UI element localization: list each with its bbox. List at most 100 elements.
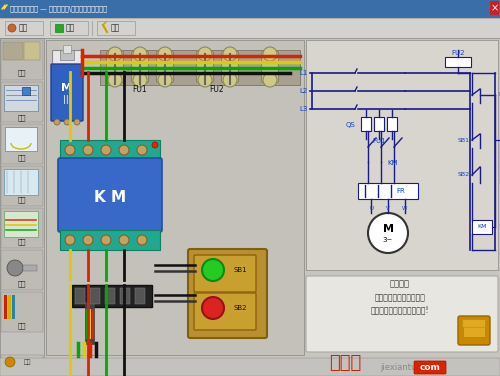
Text: U: U: [369, 206, 373, 211]
FancyBboxPatch shape: [462, 320, 485, 327]
Text: L2: L2: [300, 88, 308, 94]
Text: 连线: 连线: [18, 239, 26, 245]
Bar: [490, 1, 499, 15]
Text: |||: |||: [62, 96, 72, 105]
Bar: [361, 117, 371, 131]
Circle shape: [7, 260, 23, 276]
Text: 首页: 首页: [19, 23, 28, 32]
Text: SB1: SB1: [233, 267, 247, 273]
Bar: [4, 211, 38, 237]
Circle shape: [108, 47, 122, 61]
Circle shape: [223, 73, 237, 87]
Text: 布局: 布局: [18, 197, 26, 203]
Bar: [63, 45, 71, 53]
Bar: [0, 18, 500, 38]
Bar: [60, 50, 74, 60]
FancyBboxPatch shape: [132, 52, 148, 82]
Bar: [387, 117, 397, 131]
Bar: [1, 250, 43, 290]
FancyBboxPatch shape: [222, 52, 238, 82]
Text: FU2: FU2: [451, 50, 465, 56]
Text: 接线图: 接线图: [329, 354, 361, 372]
Bar: [5, 21, 43, 35]
FancyBboxPatch shape: [194, 255, 256, 292]
Text: 排版: 排版: [18, 323, 26, 329]
Text: KM: KM: [388, 160, 398, 166]
Bar: [1, 355, 43, 370]
Bar: [24, 42, 40, 60]
Circle shape: [65, 145, 75, 155]
Circle shape: [54, 119, 60, 125]
Text: K M: K M: [94, 191, 126, 206]
Text: 电路: 电路: [18, 115, 26, 121]
FancyBboxPatch shape: [188, 249, 267, 338]
FancyBboxPatch shape: [306, 276, 498, 352]
Text: FU2: FU2: [210, 85, 224, 94]
Text: 操作提示: 操作提示: [390, 279, 410, 288]
Text: 符号上查看器件名称和作用!: 符号上查看器件名称和作用!: [371, 305, 429, 314]
Bar: [50, 21, 88, 35]
Bar: [0, 38, 44, 360]
Bar: [1, 166, 43, 206]
Bar: [3, 42, 23, 60]
Circle shape: [83, 145, 93, 155]
Text: 返回: 返回: [66, 23, 75, 32]
Circle shape: [137, 145, 147, 155]
Bar: [60, 140, 160, 160]
Bar: [4, 295, 7, 319]
Circle shape: [223, 47, 237, 61]
Circle shape: [5, 357, 15, 367]
Bar: [105, 288, 115, 304]
Bar: [1, 124, 43, 164]
Bar: [358, 183, 418, 199]
FancyBboxPatch shape: [194, 293, 256, 330]
Circle shape: [65, 235, 75, 245]
FancyBboxPatch shape: [51, 64, 83, 121]
Text: M: M: [62, 83, 72, 93]
Bar: [4, 85, 38, 111]
Circle shape: [198, 73, 212, 87]
Circle shape: [119, 235, 129, 245]
Bar: [374, 117, 384, 131]
Circle shape: [83, 235, 93, 245]
Bar: [55, 24, 63, 32]
Bar: [60, 230, 160, 250]
Bar: [12, 295, 15, 319]
Text: SB2: SB2: [233, 305, 247, 311]
Text: 将鼠标放到原理图中器件: 将鼠标放到原理图中器件: [374, 293, 426, 302]
Bar: [46, 40, 304, 355]
FancyBboxPatch shape: [58, 158, 162, 232]
Circle shape: [202, 297, 224, 319]
Text: KM: KM: [477, 224, 487, 229]
Circle shape: [119, 145, 129, 155]
Bar: [0, 358, 500, 376]
Circle shape: [198, 47, 212, 61]
Circle shape: [137, 235, 147, 245]
Bar: [1, 40, 43, 80]
FancyBboxPatch shape: [196, 52, 214, 82]
Circle shape: [158, 47, 172, 61]
Circle shape: [263, 47, 277, 61]
Circle shape: [263, 73, 277, 87]
FancyBboxPatch shape: [262, 52, 278, 82]
Text: QS: QS: [345, 122, 355, 128]
Circle shape: [64, 119, 70, 125]
Text: 运行: 运行: [18, 281, 26, 287]
Bar: [100, 50, 300, 85]
Text: 帮助: 帮助: [111, 23, 120, 32]
FancyBboxPatch shape: [414, 361, 446, 374]
Text: FR: FR: [396, 188, 405, 194]
Circle shape: [368, 213, 408, 253]
FancyBboxPatch shape: [106, 52, 124, 82]
Text: 器材: 器材: [18, 70, 26, 76]
Bar: [463, 325, 485, 337]
Text: 3~: 3~: [383, 237, 393, 243]
FancyBboxPatch shape: [156, 52, 174, 82]
Bar: [1, 208, 43, 248]
Text: jiexiantu: jiexiantu: [380, 364, 416, 373]
Bar: [90, 288, 100, 304]
FancyBboxPatch shape: [458, 316, 490, 345]
Text: L1: L1: [300, 70, 308, 76]
Circle shape: [133, 73, 147, 87]
Text: FR: FR: [498, 92, 500, 97]
